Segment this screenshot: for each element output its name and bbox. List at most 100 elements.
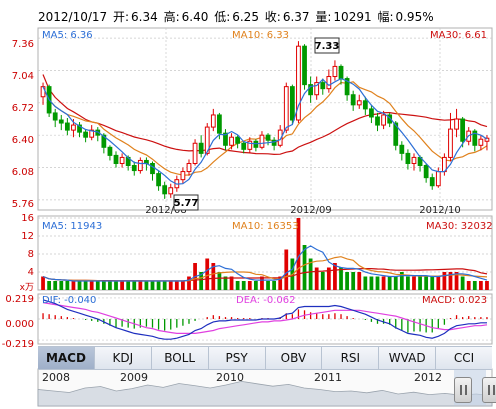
tab-rsi[interactable]: RSI (322, 347, 380, 369)
navigator-right-handle[interactable] (482, 377, 496, 403)
volume-bar (223, 276, 228, 290)
volume-bar (478, 281, 483, 290)
volume-bar (278, 276, 283, 290)
tab-psy[interactable]: PSY (208, 347, 266, 369)
volume-bar (132, 281, 137, 290)
tab-kdj[interactable]: KDJ (94, 347, 152, 369)
volume-bar (65, 281, 70, 290)
low-marker-text: 5.77 (174, 198, 199, 209)
time-navigator: 2008 2009 2010 2011 2012 (38, 369, 496, 406)
indicator-tabbar: MACD KDJ BOLL PSY OBV RSI WVAD CCI (38, 346, 492, 370)
macd-tick: 0.219 (5, 294, 34, 305)
volume-bar (47, 281, 52, 290)
candle (235, 135, 241, 149)
candle (83, 129, 88, 143)
candle-body (107, 146, 113, 156)
tab-cci[interactable]: CCI (436, 347, 492, 369)
low-value: 6.25 (232, 10, 259, 24)
volume-bar (41, 276, 45, 290)
volume-bar (187, 276, 191, 290)
volume-bar (333, 263, 337, 290)
candle (204, 123, 210, 156)
candle (283, 82, 289, 134)
ma10-polyline (42, 81, 488, 176)
volume-bar (59, 281, 64, 290)
volume-bar (120, 281, 124, 290)
candle (411, 153, 417, 171)
tab-obv[interactable]: OBV (265, 347, 323, 369)
volume-bar (150, 281, 155, 290)
volume-bar (174, 281, 179, 290)
candle (308, 76, 313, 103)
candle-body (156, 173, 161, 187)
candle (168, 183, 174, 198)
candle (131, 161, 137, 176)
ma10-label: MA10: 6.33 (232, 30, 289, 41)
change-value: 0.95% (395, 10, 434, 24)
candle (296, 41, 301, 124)
volume-bar (95, 281, 100, 290)
volume-bar (430, 276, 435, 290)
candle-body (326, 76, 332, 90)
candle-body (308, 84, 313, 96)
macd-tick: -0.219 (2, 339, 34, 350)
candle-body (478, 138, 484, 146)
tab-boll[interactable]: BOLL (151, 347, 209, 369)
volume-bar (114, 281, 118, 290)
ma30-label: MA30: 6.61 (430, 30, 487, 41)
candle (326, 69, 332, 93)
candle-body (229, 136, 234, 146)
candle (259, 131, 265, 150)
volume-label: 量: (315, 10, 332, 24)
candle-body (411, 156, 417, 164)
volume-bar (229, 276, 234, 290)
x-label: 2012/10 (419, 205, 461, 216)
candle (156, 170, 161, 191)
candle (484, 135, 490, 151)
volume-bar (260, 276, 264, 290)
volume-bar (472, 281, 477, 290)
volume-bar (460, 276, 465, 290)
macd-tick: 0.000 (5, 319, 34, 330)
candle-body (472, 130, 478, 146)
volume-bar (181, 281, 185, 290)
tab-wvad[interactable]: WVAD (379, 347, 437, 369)
candle-body (204, 126, 210, 154)
volume-bar (406, 276, 410, 290)
volume-bar (393, 276, 398, 290)
candle-body (247, 140, 253, 150)
candle-body (454, 118, 459, 130)
navigator-left-handle[interactable] (454, 377, 472, 403)
price-tick: 6.08 (12, 167, 34, 178)
vol-ma10-label: MA10: 16353 (232, 221, 299, 232)
candle-body (113, 154, 119, 164)
nav-year-label: 2009 (120, 371, 148, 384)
candle-body (210, 114, 216, 128)
candle (369, 104, 374, 124)
candle (405, 149, 411, 170)
candle-body (168, 187, 174, 195)
candle (387, 112, 393, 128)
tab-macd[interactable]: MACD (38, 347, 95, 369)
candle-body (131, 165, 137, 172)
candle-body (101, 134, 107, 148)
volume-bar (314, 267, 319, 290)
candle-body (180, 171, 186, 181)
candle-body (52, 112, 58, 121)
volume-bar (235, 281, 240, 290)
candle (423, 163, 429, 183)
volume-bar (272, 281, 277, 290)
candle (332, 60, 338, 81)
volume-bar (217, 272, 222, 290)
candle-body (150, 162, 155, 175)
volume-value: 10291 (333, 10, 372, 24)
candle-body (387, 114, 393, 124)
candle-body (448, 128, 453, 158)
low-marker: 5.77 (173, 194, 199, 211)
candle (247, 137, 253, 154)
candle-body (271, 139, 277, 146)
volume-bar (211, 263, 216, 290)
low-marker-box (173, 194, 199, 211)
open-value: 6.34 (131, 10, 158, 24)
